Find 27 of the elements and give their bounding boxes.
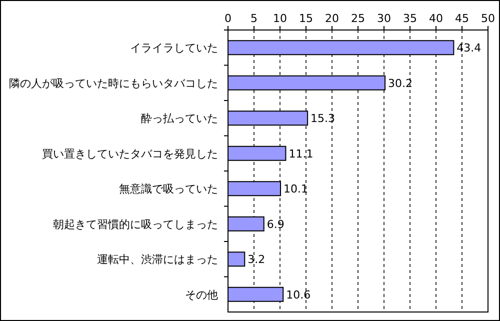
data-label: 3.2 [248,253,266,266]
data-label: 6.9 [266,218,284,231]
x-tick-label: 5 [250,12,258,25]
y-tick-label: その他 [185,288,218,302]
x-tick-label: 30 [377,12,391,25]
x-tick-label: 0 [224,12,232,25]
data-label: 10.1 [284,182,308,196]
x-tick-label: 15 [299,12,313,25]
x-tick-label: 45 [455,12,469,25]
y-tick-label: 買い置きしていたタバコを発見した [42,147,218,160]
x-tick-label: 40 [429,12,443,25]
data-label: 43.4 [456,42,482,55]
data-label: 15.3 [310,112,336,126]
y-tick-label: 隣の人が吸っていた時にもらいタバコした [9,76,218,90]
x-tick-label: 25 [351,12,365,25]
data-label: 11.1 [288,147,314,160]
data-label: 30.2 [388,76,413,90]
y-tick-label: イライラしていた [130,42,218,55]
y-tick-label: 酔っ払っていた [141,112,218,126]
data-label: 10.6 [286,288,311,302]
x-tick-label: 20 [325,12,339,25]
y-tick-label: 運転中、渋滞にはまった [97,253,218,266]
x-tick-label: 50 [481,12,495,25]
x-tick-label: 35 [403,12,417,25]
y-tick-label: 無意識で吸っていた [119,182,218,196]
x-tick-label: 10 [273,12,287,25]
y-tick-label: 朝起きて習慣的に吸ってしまった [53,218,218,231]
